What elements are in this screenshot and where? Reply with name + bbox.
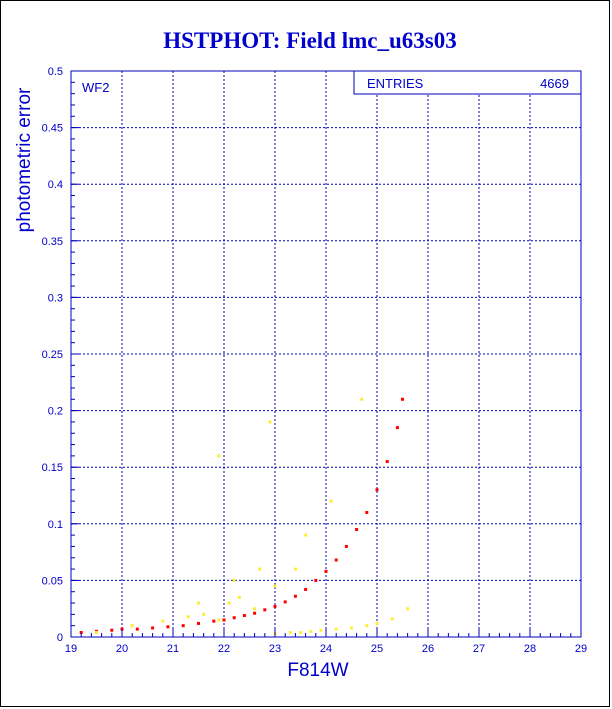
data-point [329, 499, 333, 503]
x-tick-label: 24 [320, 643, 332, 655]
data-point [197, 621, 200, 625]
data-point [309, 629, 313, 633]
y-tick-label: 0.2 [48, 406, 63, 418]
data-point [212, 619, 216, 623]
x-tick-label: 20 [116, 643, 128, 655]
x-tick-label: 29 [575, 643, 587, 655]
data-point [95, 630, 98, 634]
x-tick-label: 28 [524, 643, 536, 655]
data-point [227, 601, 231, 605]
y-tick-label: 0.3 [48, 292, 63, 304]
y-tick-label: 0.05 [42, 575, 63, 587]
y-tick-label: 0.35 [42, 236, 63, 248]
data-point [355, 527, 359, 531]
data-point [288, 630, 292, 634]
data-point [390, 617, 394, 621]
data-point [304, 533, 308, 537]
y-tick-label: 0.5 [48, 66, 63, 78]
data-point [197, 601, 200, 605]
red-point-series [79, 397, 404, 634]
data-point [283, 600, 287, 604]
x-tick-label: 19 [65, 643, 77, 655]
chart-title: HSTPHOT: Field lmc_u63s03 [163, 28, 456, 53]
x-tick-label: 23 [269, 643, 281, 655]
data-point [324, 569, 328, 573]
data-point [304, 587, 308, 591]
stats-entries-value: 4669 [540, 76, 569, 91]
x-tick-label: 21 [167, 643, 179, 655]
stats-entries-label: ENTRIES [367, 76, 424, 91]
data-point [135, 627, 139, 631]
data-point [232, 616, 236, 620]
x-tick-label: 22 [218, 643, 230, 655]
y-tick-label: 0.15 [42, 462, 63, 474]
data-point [166, 625, 170, 629]
x-tick-label: 26 [422, 643, 434, 655]
data-point [232, 578, 236, 582]
y-tick-label: 0.4 [48, 179, 63, 191]
data-point [253, 611, 257, 615]
data-point [181, 624, 185, 628]
data-point [242, 613, 246, 617]
panel-label: WF2 [82, 80, 109, 95]
data-point [334, 558, 338, 562]
data-point [79, 630, 83, 634]
y-tick-label: 0.25 [42, 349, 63, 361]
data-point [365, 624, 369, 628]
data-point [299, 630, 302, 634]
data-point [273, 604, 277, 608]
data-point [258, 567, 262, 571]
y-tick-label: 0.1 [48, 519, 63, 531]
x-axis-ticks: 19 20 21 22 23 24 25 26 27 28 29 [65, 629, 587, 655]
data-point [268, 420, 272, 424]
data-point [161, 619, 165, 623]
data-point [365, 510, 369, 514]
data-point [186, 615, 190, 619]
yellow-point-series [95, 397, 410, 636]
y-axis-label: photometric error [14, 87, 35, 232]
data-point [350, 626, 353, 630]
data-point [344, 544, 348, 548]
data-point [314, 578, 318, 582]
stats-box [353, 70, 582, 95]
data-point [375, 621, 379, 625]
data-point [202, 612, 206, 616]
data-point [375, 488, 379, 492]
x-tick-label: 27 [473, 643, 485, 655]
data-point [222, 618, 226, 622]
data-point [263, 608, 267, 612]
data-point [334, 627, 338, 631]
y-tick-label: 0 [57, 632, 63, 644]
data-point [319, 628, 323, 632]
data-point [110, 628, 114, 632]
x-axis-label: F814W [287, 660, 348, 681]
data-point [253, 607, 257, 611]
data-point [130, 624, 134, 628]
data-point [360, 397, 364, 401]
data-point [151, 626, 155, 630]
data-point [385, 460, 389, 464]
y-tick-label: 0.45 [42, 123, 63, 135]
data-point [273, 584, 277, 588]
grid-lines [71, 71, 581, 637]
data-point [217, 454, 221, 458]
data-point [401, 397, 404, 401]
data-point [217, 618, 221, 622]
data-point [395, 426, 399, 430]
x-tick-label: 25 [371, 643, 383, 655]
y-axis-ticks: 0 0.05 0.1 0.15 0.2 0.25 0.3 0.35 0.4 0.45 0.5 [42, 66, 79, 644]
data-point [406, 607, 410, 611]
data-point [293, 567, 297, 571]
data-point [237, 595, 241, 599]
data-point [293, 594, 297, 598]
